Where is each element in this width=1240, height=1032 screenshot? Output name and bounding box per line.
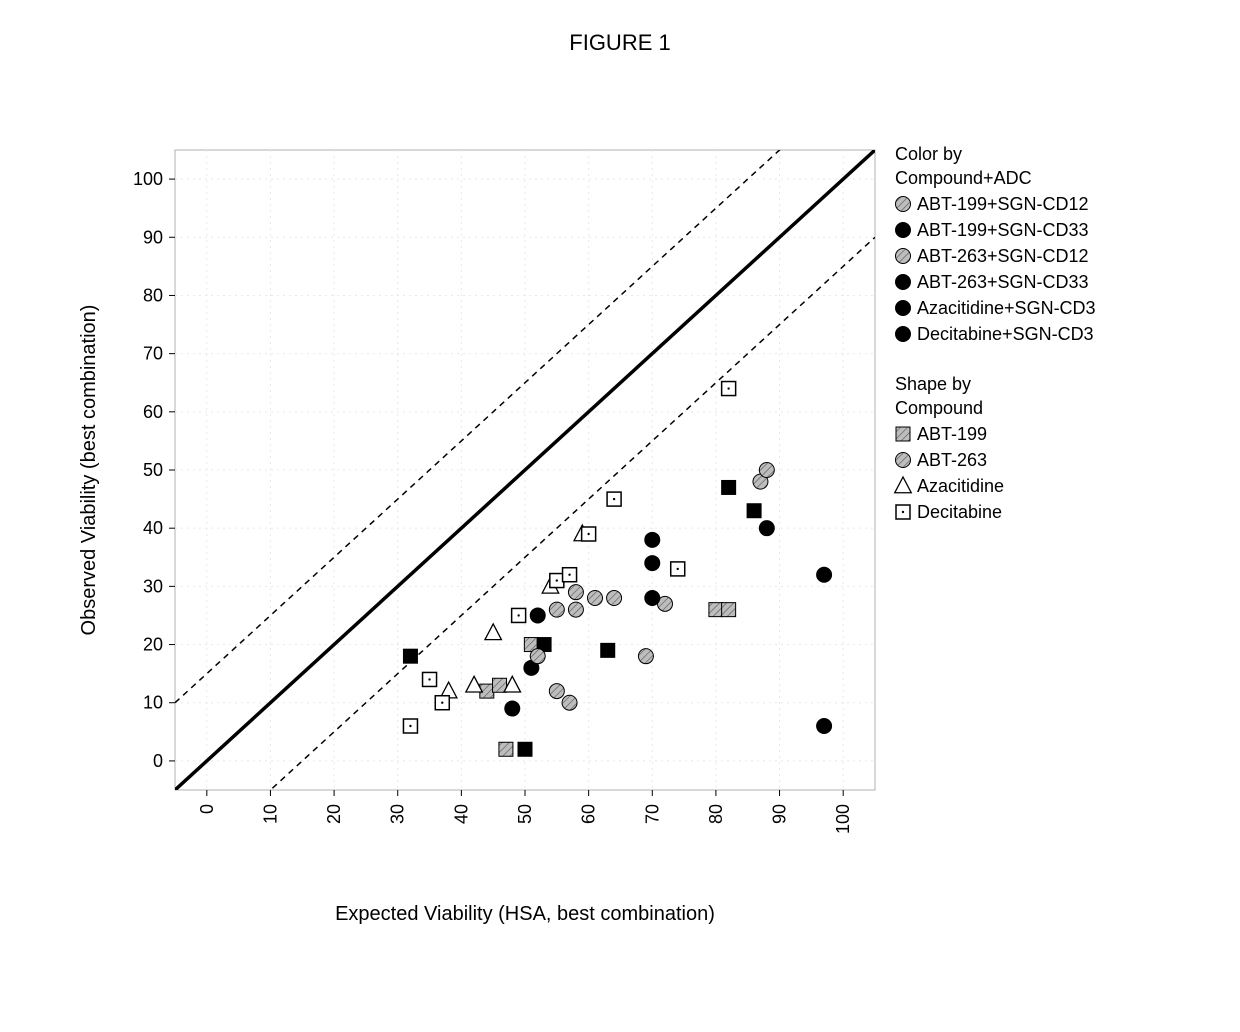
y-axis-title: Observed Viability (best combination): [78, 305, 100, 636]
data-point: [518, 742, 532, 756]
legend-item-label: Azacitidine: [917, 476, 1004, 496]
legend-item: Azacitidine+SGN-CD3: [896, 298, 1096, 318]
x-axis-title: Expected Viability (HSA, best combinatio…: [335, 903, 715, 925]
x-tick-label: 100: [833, 804, 853, 834]
legend-item: Azacitidine: [895, 476, 1004, 496]
legend-item: ABT-263+SGN-CD33: [896, 272, 1089, 292]
page: FIGURE 1 0102030405060708090100: [0, 0, 1240, 1032]
data-point: [759, 463, 774, 478]
data-point: [638, 649, 653, 664]
data-point: [512, 608, 526, 622]
x-tick-label: 0: [197, 804, 217, 814]
data-point: [505, 701, 520, 716]
x-tick-label: 50: [515, 804, 535, 824]
x-tick-label: 10: [260, 804, 280, 824]
data-point: [645, 556, 660, 571]
data-point: [568, 602, 583, 617]
data-point: [709, 603, 723, 617]
legend-item: Decitabine+SGN-CD3: [896, 324, 1094, 344]
data-point: [549, 684, 564, 699]
x-tick-label: 20: [324, 804, 344, 824]
data-point: [671, 562, 685, 576]
data-point: [722, 603, 736, 617]
data-point: [817, 567, 832, 582]
data-point: [722, 382, 736, 396]
scatter-svg: 0 10 20 30 40 50 60 70 80 90 100 0 10 20 30 40 50 60 70 80…: [60, 130, 1180, 960]
data-point: [601, 643, 615, 657]
legend-item-label: ABT-263+SGN-CD12: [917, 246, 1089, 266]
y-tick-label: 40: [143, 518, 163, 538]
x-tick-label: 90: [770, 804, 790, 824]
legend-color-title-2: Compound+ADC: [895, 168, 1032, 188]
data-point: [423, 672, 437, 686]
data-point: [568, 585, 583, 600]
x-tick-label: 70: [642, 804, 662, 824]
figure-title: FIGURE 1: [0, 30, 1240, 56]
data-point: [550, 574, 564, 588]
legend-item: ABT-263+SGN-CD12: [896, 246, 1089, 266]
y-tick-label: 90: [143, 227, 163, 247]
data-point: [549, 602, 564, 617]
data-point: [607, 492, 621, 506]
y-tick-label: 80: [143, 285, 163, 305]
y-tick-label: 30: [143, 576, 163, 596]
data-point: [645, 591, 660, 606]
y-tick-label: 20: [143, 635, 163, 655]
data-point: [530, 608, 545, 623]
x-tick-label: 80: [706, 804, 726, 824]
legend-item-label: ABT-263: [917, 450, 987, 470]
y-tick-label: 70: [143, 344, 163, 364]
legend-item-label: Decitabine: [917, 502, 1002, 522]
legend-item: ABT-199+SGN-CD12: [896, 194, 1089, 214]
legend-item-label: ABT-199+SGN-CD33: [917, 220, 1089, 240]
y-tick-label: 0: [153, 751, 163, 771]
data-point: [582, 527, 596, 541]
data-point: [563, 568, 577, 582]
y-tick-label: 100: [133, 169, 163, 189]
legend-item: Decitabine: [896, 502, 1002, 522]
data-point: [530, 649, 545, 664]
data-point: [499, 742, 513, 756]
data-point: [403, 719, 417, 733]
legend-item: ABT-199+SGN-CD33: [896, 220, 1089, 240]
data-point: [435, 696, 449, 710]
data-point: [747, 504, 761, 518]
data-point: [607, 591, 622, 606]
data-point: [562, 695, 577, 710]
legend-shape-title-1: Shape by: [895, 374, 971, 394]
legend-item-label: Azacitidine+SGN-CD3: [917, 298, 1096, 318]
legend-color-title-1: Color by: [895, 144, 962, 164]
y-tick-label: 50: [143, 460, 163, 480]
legend-item: ABT-263: [896, 450, 988, 470]
legend-item-label: ABT-263+SGN-CD33: [917, 272, 1089, 292]
data-point: [588, 591, 603, 606]
x-tick-label: 30: [388, 804, 408, 824]
y-tick-label: 10: [143, 693, 163, 713]
legend-shape-title-2: Compound: [895, 398, 983, 418]
data-point: [722, 480, 736, 494]
x-tick-label: 40: [451, 804, 471, 824]
legend-item-label: Decitabine+SGN-CD3: [917, 324, 1094, 344]
data-point: [645, 532, 660, 547]
legend-item: ABT-199: [896, 424, 987, 444]
scatter-plot: 0 10 20 30 40 50 60 70 80 90 100 0 10 20 30 40 50 60 70 80…: [60, 130, 1180, 960]
data-point: [817, 719, 832, 734]
legend-item-label: ABT-199: [917, 424, 987, 444]
legend-item-label: ABT-199+SGN-CD12: [917, 194, 1089, 214]
y-tick-label: 60: [143, 402, 163, 422]
data-point: [759, 521, 774, 536]
data-point: [403, 649, 417, 663]
x-tick-label: 60: [579, 804, 599, 824]
